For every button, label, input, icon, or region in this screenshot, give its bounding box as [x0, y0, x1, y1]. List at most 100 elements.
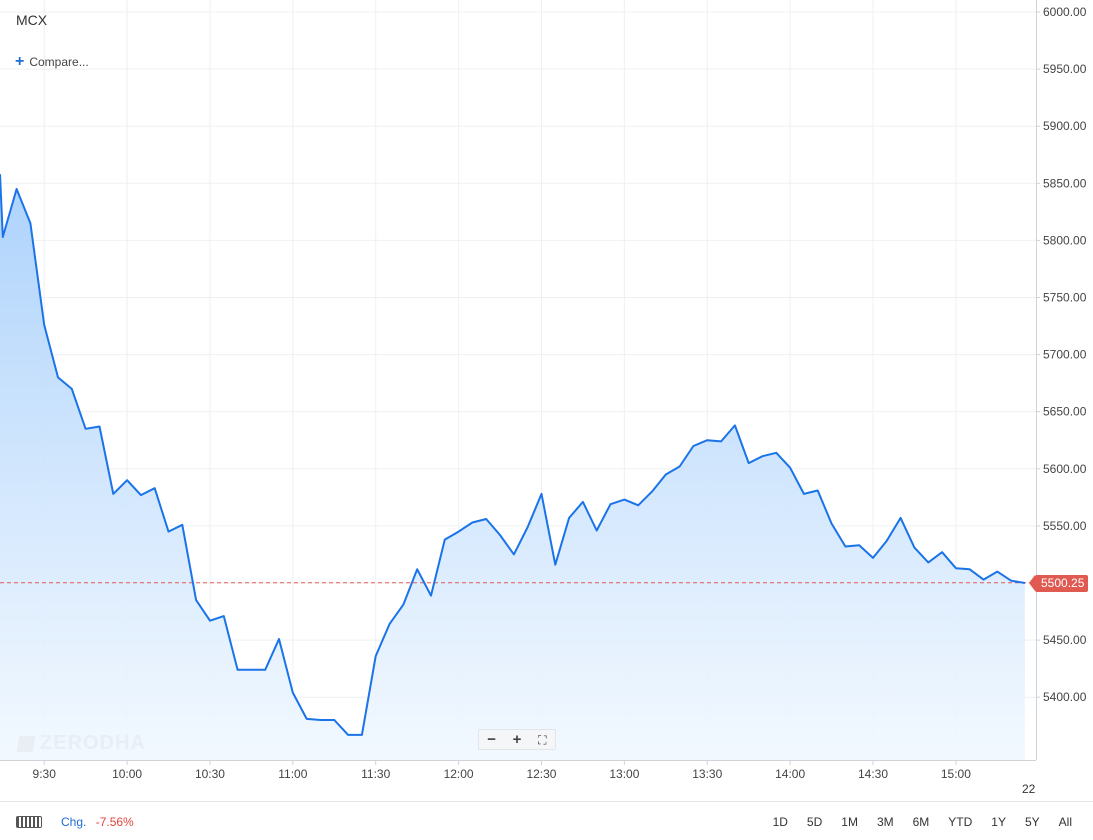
x-tick-label-1: 10:00 [112, 767, 142, 781]
data-point-29 [389, 624, 390, 625]
data-point-26 [348, 734, 349, 735]
data-point-12 [154, 488, 155, 489]
x-tick-label-8: 13:30 [692, 767, 722, 781]
data-point-72 [983, 579, 984, 580]
data-point-74 [1011, 580, 1012, 581]
data-point-73 [997, 571, 998, 572]
data-point-1 [2, 236, 3, 237]
data-point-3 [30, 223, 31, 224]
x-tick-label-7: 13:00 [609, 767, 639, 781]
zoom-in-button[interactable]: + [512, 730, 522, 748]
data-point-28 [375, 656, 376, 657]
area-fill [0, 174, 1025, 760]
data-point-11 [140, 495, 141, 496]
data-point-4 [44, 324, 45, 325]
range-selector: 1D 5D 1M 3M 6M YTD 1Y 5Y All [754, 815, 1072, 829]
range-button-5d[interactable]: 5D [806, 815, 823, 829]
range-button-ytd[interactable]: YTD [948, 815, 973, 829]
data-point-49 [665, 474, 666, 475]
range-button-6m[interactable]: 6M [912, 815, 930, 829]
keyboard-icon[interactable] [16, 816, 42, 828]
x-tick-label-9: 14:00 [775, 767, 805, 781]
data-point-75 [1024, 582, 1025, 583]
data-point-56 [762, 456, 763, 457]
data-point-53 [721, 441, 722, 442]
data-point-23 [306, 718, 307, 719]
data-point-36 [486, 518, 487, 519]
data-point-15 [196, 600, 197, 601]
data-point-59 [803, 493, 804, 494]
area-path [0, 174, 1025, 760]
range-button-5y[interactable]: 5Y [1024, 815, 1040, 829]
data-point-55 [748, 463, 749, 464]
data-point-62 [845, 546, 846, 547]
plus-icon: + [15, 53, 25, 70]
data-point-54 [734, 425, 735, 426]
x-axis: 9:30 10:00 10:30 11:00 11:30 12:00 12:30 13:00 1… [0, 760, 1036, 781]
x-tick-label-3: 11:00 [278, 767, 307, 781]
data-point-57 [776, 452, 777, 453]
data-point-41 [555, 564, 556, 565]
change-label: Chg. [61, 815, 87, 829]
compare-button[interactable]: + Compare... [15, 53, 89, 70]
data-point-38 [513, 554, 514, 555]
data-point-7 [85, 428, 86, 429]
data-point-20 [265, 669, 266, 670]
range-button-1y[interactable]: 1Y [991, 815, 1006, 829]
data-point-61 [831, 523, 832, 524]
data-point-8 [99, 426, 100, 427]
range-button-1d[interactable]: 1D [772, 815, 788, 829]
data-point-13 [168, 531, 169, 532]
data-point-14 [182, 524, 183, 525]
y-tick-label-3: 5850.00 [1043, 176, 1087, 190]
watermark-text: ZERODHA [40, 732, 146, 754]
y-tick-label-6: 5700.00 [1043, 348, 1087, 362]
fit-screen-button[interactable]: ⛶ [538, 732, 547, 747]
data-point-32 [430, 595, 431, 596]
line-path [0, 174, 1026, 736]
x-tick-label-11: 15:00 [941, 767, 971, 781]
footer-bar: Chg. -7.56% 1D 5D 1M 3M 6M YTD 1Y 5Y All [0, 801, 1093, 840]
data-point-34 [458, 531, 459, 532]
data-point-67 [914, 547, 915, 548]
zerodha-logo-icon [16, 735, 36, 752]
data-point-39 [527, 526, 528, 527]
data-point-31 [417, 569, 418, 570]
data-point-45 [610, 504, 611, 505]
y-tick-label-5: 5750.00 [1043, 291, 1087, 305]
range-button-all[interactable]: All [1058, 815, 1072, 829]
data-point-50 [679, 466, 680, 467]
data-point-60 [817, 490, 818, 491]
range-button-1m[interactable]: 1M [841, 815, 858, 829]
x-tick-label-4: 11:30 [361, 767, 390, 781]
data-point-42 [569, 517, 570, 518]
data-point-16 [209, 620, 210, 621]
change-readout: Chg. -7.56% [61, 815, 134, 829]
data-point-70 [955, 568, 956, 569]
zoom-out-button[interactable]: − [487, 730, 497, 748]
data-point-24 [320, 719, 321, 720]
data-point-46 [624, 499, 625, 500]
data-point-33 [444, 539, 445, 540]
zoom-controls: − + ⛶ [478, 729, 556, 750]
x-tick-label-2: 10:30 [195, 767, 225, 781]
x-tick-label-6: 12:30 [526, 767, 556, 781]
data-point-69 [942, 552, 943, 553]
change-value: -7.56% [95, 815, 134, 829]
y-tick-label-9: 5550.00 [1043, 519, 1087, 533]
data-point-17 [223, 616, 224, 617]
x-tick-label-0: 9:30 [33, 767, 57, 781]
y-tick-label-12: 5400.00 [1043, 690, 1087, 704]
y-tick-label-0: 6000.00 [1043, 5, 1087, 19]
data-point-21 [278, 638, 279, 639]
range-button-3m[interactable]: 3M [876, 815, 894, 829]
data-point-48 [651, 491, 652, 492]
y-tick-label-1: 5950.00 [1043, 62, 1087, 76]
symbol-label: MCX [16, 12, 48, 28]
data-point-18 [237, 669, 238, 670]
x-tick-label-5: 12:00 [444, 767, 474, 781]
data-point-58 [790, 467, 791, 468]
data-point-64 [872, 557, 873, 558]
